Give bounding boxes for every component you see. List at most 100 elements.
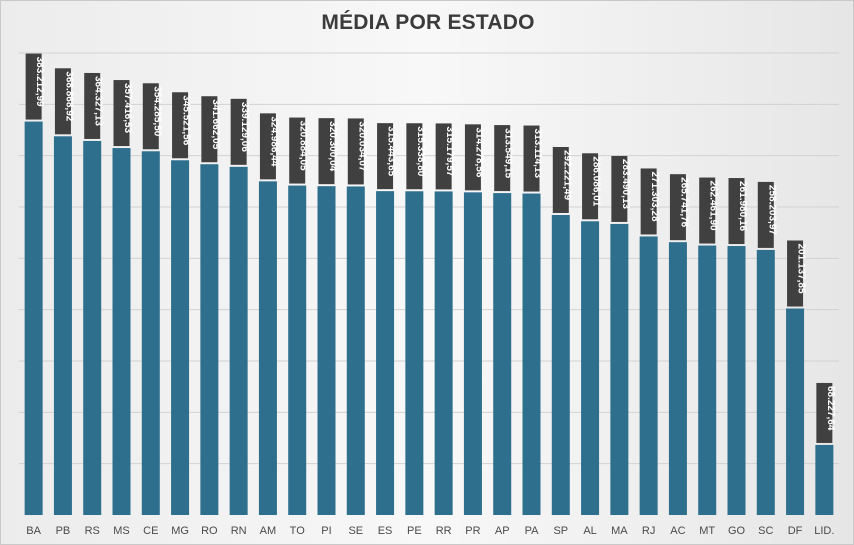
data-label: 292.221,49 (552, 146, 572, 213)
data-label-background (259, 113, 276, 180)
bar-ce (141, 151, 160, 515)
data-label-background (552, 146, 569, 213)
x-tick-label: PR (465, 525, 480, 537)
data-label-text: 68.227,64 (825, 386, 836, 431)
data-label: 341.662,05 (201, 96, 221, 163)
data-label-text: 339.129,06 (239, 102, 250, 152)
bar-mt (698, 245, 717, 515)
data-label-text: 320.300,04 (327, 121, 338, 171)
x-tick-label: RS (85, 525, 100, 537)
data-label: 271.303,28 (640, 168, 660, 235)
data-label: 68.227,64 (816, 382, 836, 443)
data-label-background (728, 178, 745, 245)
data-label: 262.461,90 (699, 177, 719, 244)
x-tick-label: DF (788, 525, 803, 537)
bar-pi (317, 186, 336, 515)
x-tick-label: RN (231, 525, 247, 537)
data-label-text: 320.034,07 (356, 121, 367, 171)
data-label-text: 201.137,85 (796, 243, 807, 293)
bar-al (581, 221, 600, 515)
bar-pr (463, 192, 482, 515)
data-label-background (230, 98, 247, 165)
data-label-background (347, 118, 364, 185)
data-label-text: 354.285,50 (151, 86, 162, 136)
x-tick-label: SE (348, 525, 363, 537)
data-label-text: 383.212,99 (34, 57, 45, 107)
x-tick-label: PI (321, 525, 331, 537)
data-label-text: 364.327,13 (93, 76, 104, 126)
data-label-background (406, 123, 423, 190)
data-label: 357.416,53 (113, 80, 133, 147)
x-tick-label: BA (26, 525, 41, 537)
data-label: 364.327,13 (84, 72, 104, 139)
data-label-background (54, 68, 71, 135)
bar-rj (639, 236, 658, 515)
x-tick-label: MG (171, 525, 189, 537)
data-label-background (172, 92, 189, 159)
x-tick-label: MS (113, 525, 130, 537)
data-label-text: 262.461,90 (708, 181, 719, 231)
data-label-background (201, 96, 218, 163)
chart-title: MÉDIA POR ESTADO (321, 11, 535, 34)
data-label-text: 324.986,44 (268, 116, 279, 166)
data-label-background (25, 53, 42, 120)
x-tick-label: MT (699, 525, 715, 537)
x-tick-label: AM (260, 525, 277, 537)
data-label-text: 315.338,80 (415, 126, 426, 176)
data-label: 315.443,65 (377, 123, 397, 190)
bar-pa (522, 193, 541, 515)
data-label: 320.300,04 (318, 118, 338, 185)
bar-es (376, 191, 395, 515)
data-label: 265.741,76 (669, 174, 689, 241)
bar-ac (668, 242, 687, 515)
data-label-text: 313.549,15 (503, 128, 514, 178)
data-label-text: 313.114,13 (532, 129, 543, 179)
bar-lid (815, 444, 834, 515)
x-tick-label: TO (290, 525, 306, 537)
bar-se (346, 186, 365, 515)
data-label: 201.137,85 (787, 240, 807, 307)
bar-mg (171, 160, 190, 515)
data-label: 286.086,01 (582, 153, 602, 220)
data-label-background (318, 118, 335, 185)
data-label-background (523, 125, 540, 192)
data-label-background (435, 123, 452, 190)
x-tick-label: PA (525, 525, 540, 537)
data-label: 324.986,44 (259, 113, 279, 180)
data-label: 368.868,92 (54, 68, 74, 135)
data-label: 313.549,15 (494, 125, 514, 192)
data-label-background (84, 72, 101, 139)
x-tick-label: LID. (814, 525, 834, 537)
bar-rs (83, 140, 102, 516)
data-label-text: 320.884,05 (298, 121, 309, 171)
data-label-text: 368.868,92 (63, 71, 74, 121)
data-label-text: 341.662,05 (210, 99, 221, 149)
data-label: 314.278,56 (464, 124, 484, 191)
bar-sp (551, 214, 570, 515)
x-tick-label: ES (378, 525, 393, 537)
bar-rn (229, 166, 248, 515)
bar-to (288, 185, 307, 516)
bar-pb (53, 136, 72, 516)
data-label-background (816, 382, 833, 443)
x-tick-label: RO (201, 525, 218, 537)
data-label: 320.884,05 (289, 117, 309, 184)
data-label-background (699, 177, 716, 244)
bar-df (786, 308, 805, 515)
data-label-text: 258.203,97 (766, 185, 777, 235)
data-label-background (582, 153, 599, 220)
data-label-text: 357.416,53 (122, 83, 133, 133)
data-label-text: 314.278,56 (473, 127, 484, 177)
data-label-background (377, 123, 394, 190)
x-tick-label: CE (143, 525, 158, 537)
x-tick-label: MA (611, 525, 628, 537)
bar-rr (434, 191, 453, 515)
data-label-text: 345.521,56 (181, 95, 192, 145)
data-label-text: 315.443,65 (386, 126, 397, 176)
bar-ba (24, 121, 43, 515)
bar-ap (493, 193, 512, 515)
data-label: 315.338,80 (406, 123, 426, 190)
data-label: 261.980,16 (728, 178, 748, 245)
data-label: 354.285,50 (142, 83, 162, 150)
